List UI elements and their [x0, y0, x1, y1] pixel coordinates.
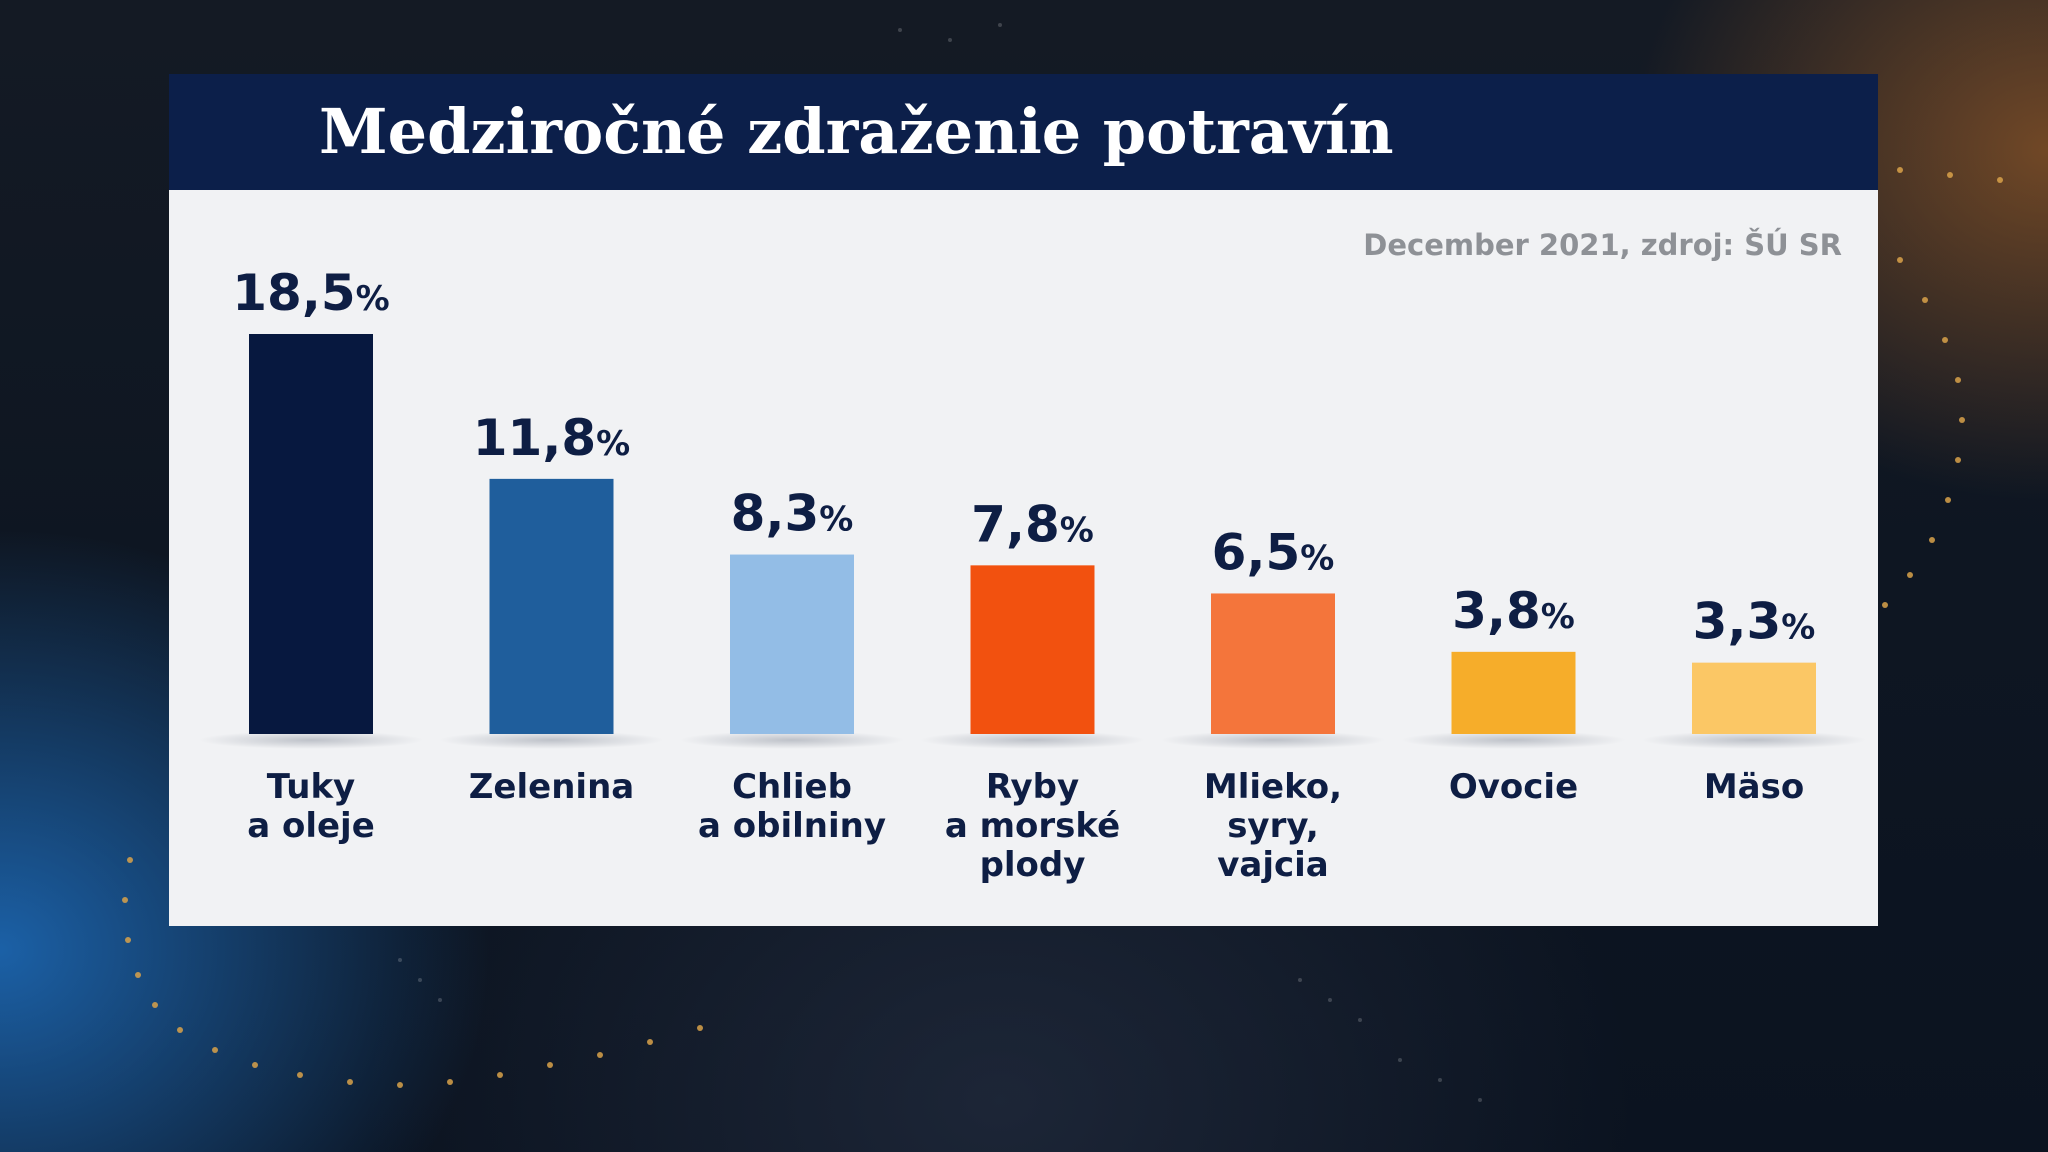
- bar: [1211, 593, 1335, 734]
- data-label: 6,5%: [1212, 523, 1335, 581]
- category-label: Tuky a oleje: [247, 767, 375, 846]
- chart-subtitle: December 2021, zdroj: ŠÚ SR: [1363, 228, 1842, 262]
- bar-shadow: [1642, 731, 1866, 749]
- bar: [1692, 662, 1816, 734]
- data-label: 11,8%: [473, 409, 630, 467]
- bar: [489, 478, 614, 734]
- chart-panel: December 2021, zdroj: ŠÚ SR 18,5% 11,8% 8,…: [169, 190, 1878, 926]
- chart-header: Medziročné zdraženie potravín: [169, 74, 1878, 190]
- data-label: 3,3%: [1693, 593, 1816, 651]
- bar: [970, 565, 1095, 734]
- category-label: Mlieko, syry, vajcia: [1204, 767, 1342, 885]
- bar: [730, 554, 854, 734]
- bar-shadow: [439, 731, 664, 749]
- data-label: 3,8%: [1452, 582, 1575, 640]
- data-label: 8,3%: [731, 485, 854, 543]
- bar-shadow: [1401, 731, 1626, 749]
- category-label: Zelenina: [469, 767, 634, 807]
- bar: [1451, 651, 1576, 734]
- bar-shadow: [199, 731, 423, 749]
- category-label: Chlieb a obilniny: [698, 767, 886, 846]
- chart-title: Medziročné zdraženie potravín: [319, 95, 1394, 168]
- data-label: 7,8%: [971, 495, 1094, 553]
- bar: [249, 334, 373, 734]
- bar-shadow: [920, 731, 1145, 749]
- category-label: Ovocie: [1449, 767, 1578, 807]
- bar-shadow: [1161, 731, 1385, 749]
- category-label: Mäso: [1704, 767, 1804, 807]
- bar-shadow: [680, 731, 904, 749]
- category-label: Ryby a morské plody: [945, 767, 1120, 885]
- bar-chart: 18,5% 11,8% 8,3% 7,8% 6,5% 3,8% 3,3% Tuky a ole…: [199, 264, 1866, 885]
- data-label: 18,5%: [232, 264, 389, 322]
